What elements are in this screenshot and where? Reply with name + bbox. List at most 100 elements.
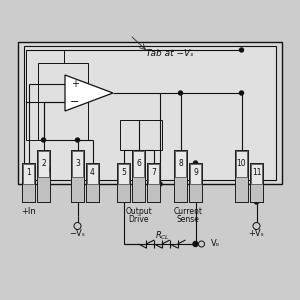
- Circle shape: [136, 182, 140, 186]
- Bar: [235, 150, 248, 202]
- Bar: [132, 150, 145, 202]
- Bar: [23, 164, 34, 184]
- Circle shape: [199, 241, 205, 247]
- Text: 10: 10: [237, 158, 246, 167]
- Bar: [174, 150, 187, 202]
- Text: 6: 6: [136, 158, 141, 167]
- Circle shape: [193, 242, 198, 247]
- Text: NC: NC: [190, 168, 200, 174]
- Bar: [86, 163, 99, 202]
- Text: NC: NC: [134, 155, 143, 161]
- Circle shape: [158, 182, 162, 186]
- Circle shape: [239, 91, 244, 95]
- Bar: [71, 150, 84, 202]
- Bar: [147, 163, 160, 202]
- Bar: [71, 150, 84, 202]
- Text: 11: 11: [252, 169, 261, 178]
- Text: Sense: Sense: [177, 215, 200, 224]
- Text: Drive: Drive: [128, 215, 149, 224]
- Bar: [236, 151, 247, 177]
- Bar: [118, 164, 129, 185]
- Circle shape: [76, 161, 80, 165]
- Bar: [117, 163, 130, 202]
- Text: 3: 3: [75, 158, 80, 167]
- Bar: [87, 164, 98, 184]
- Text: 9: 9: [193, 168, 198, 177]
- Bar: [148, 164, 159, 185]
- Bar: [118, 164, 129, 184]
- Circle shape: [194, 161, 197, 165]
- Bar: [86, 163, 99, 202]
- Bar: [236, 151, 247, 180]
- Bar: [189, 163, 202, 202]
- Bar: [87, 164, 98, 185]
- Text: 7: 7: [151, 169, 156, 178]
- Text: Vₒ: Vₒ: [211, 239, 220, 248]
- Bar: [37, 150, 50, 202]
- Polygon shape: [65, 75, 113, 111]
- Bar: [22, 163, 35, 202]
- Circle shape: [254, 200, 259, 204]
- Circle shape: [178, 91, 182, 95]
- Text: −Vₛ: −Vₛ: [70, 230, 86, 238]
- Text: 7: 7: [151, 168, 156, 177]
- Bar: [120, 120, 162, 150]
- Bar: [133, 151, 144, 177]
- Text: +In: +In: [21, 208, 36, 217]
- Bar: [24, 46, 276, 180]
- Bar: [117, 163, 130, 202]
- Circle shape: [74, 223, 81, 230]
- Text: 4: 4: [90, 168, 95, 177]
- Circle shape: [41, 138, 46, 142]
- Bar: [189, 163, 202, 202]
- Circle shape: [76, 138, 80, 142]
- Text: Tab at −Vₛ: Tab at −Vₛ: [146, 49, 194, 58]
- Bar: [38, 151, 49, 180]
- Bar: [148, 164, 159, 184]
- Bar: [38, 63, 88, 140]
- Bar: [26, 50, 64, 140]
- Bar: [190, 164, 201, 184]
- Bar: [250, 163, 263, 202]
- Bar: [72, 151, 83, 177]
- Bar: [18, 42, 282, 184]
- Bar: [250, 163, 263, 202]
- Text: 8: 8: [178, 160, 183, 169]
- Bar: [147, 163, 160, 202]
- Bar: [175, 151, 186, 180]
- Circle shape: [253, 223, 260, 230]
- Bar: [38, 151, 49, 177]
- Bar: [37, 150, 50, 202]
- Text: $R_{CL}$: $R_{CL}$: [154, 230, 169, 242]
- Text: 5: 5: [121, 168, 126, 177]
- Text: 9: 9: [193, 169, 198, 178]
- Text: 8: 8: [178, 158, 183, 167]
- Text: +Vₛ: +Vₛ: [249, 230, 264, 238]
- Bar: [132, 150, 145, 202]
- Text: 3: 3: [75, 160, 80, 169]
- Text: 2: 2: [41, 160, 46, 169]
- Bar: [251, 164, 262, 184]
- Bar: [23, 164, 34, 185]
- Text: +: +: [71, 79, 79, 89]
- Text: 1: 1: [26, 169, 31, 178]
- Text: 2: 2: [41, 158, 46, 167]
- Text: 6: 6: [136, 160, 141, 169]
- Text: 11: 11: [252, 168, 261, 177]
- Bar: [190, 164, 201, 185]
- Bar: [174, 150, 187, 202]
- Bar: [22, 163, 35, 202]
- Bar: [235, 150, 248, 202]
- Text: −In: −In: [37, 166, 50, 175]
- Bar: [133, 151, 144, 180]
- Bar: [72, 151, 83, 180]
- Text: Output: Output: [125, 208, 152, 217]
- Circle shape: [239, 48, 244, 52]
- Bar: [251, 164, 262, 185]
- Text: Current: Current: [173, 208, 202, 217]
- Text: 5: 5: [121, 169, 126, 178]
- Text: −: −: [70, 97, 80, 107]
- Text: 10: 10: [237, 160, 246, 169]
- Text: 4: 4: [90, 169, 95, 178]
- Text: 1: 1: [26, 168, 31, 177]
